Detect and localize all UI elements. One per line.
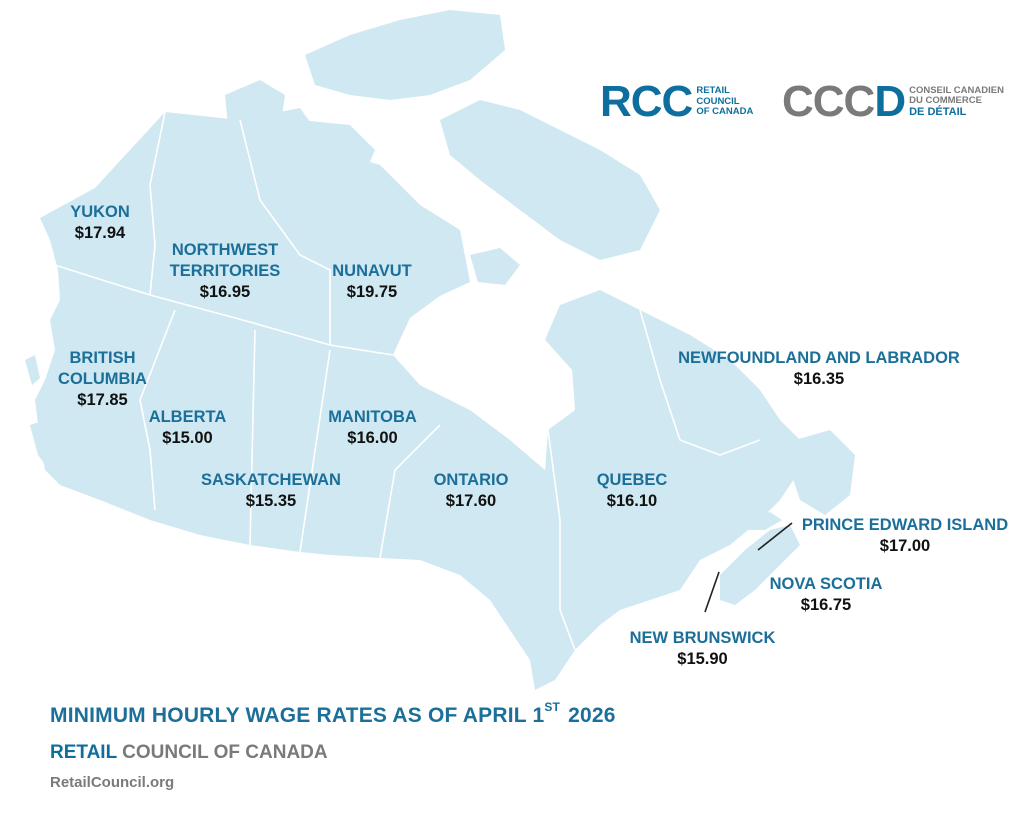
- cccd-logo-mark: CCCD: [782, 77, 906, 126]
- label-nwt: NORTHWEST TERRITORIES $16.95: [169, 241, 281, 301]
- organization-name: RETAIL COUNCIL OF CANADA: [50, 742, 328, 763]
- landmass: [25, 10, 855, 690]
- border-quebec-labrador: [639, 309, 761, 456]
- border-nwt-nunavut: [239, 119, 331, 345]
- baffin-island: [440, 100, 660, 260]
- border-ontario-quebec: [547, 429, 576, 651]
- page-title: MINIMUM HOURLY WAGE RATES AS OF APRIL 1S…: [50, 700, 616, 727]
- southampton-island: [470, 248, 520, 285]
- border-manitoba-ontario: [379, 424, 441, 559]
- website-link[interactable]: RetailCouncil.org: [50, 774, 175, 791]
- banks-island: [225, 80, 285, 140]
- hudson-bay: [393, 282, 575, 470]
- border-sask-manitoba: [299, 349, 331, 553]
- cccd-logo-text: CONSEIL CANADIEN DU COMMERCE DE DÉTAIL: [909, 84, 1004, 118]
- label-ontario: ONTARIO $17.60: [433, 471, 509, 510]
- cccd-logo: CCCD CONSEIL CANADIEN DU COMMERCE DE DÉTAIL: [782, 80, 1004, 124]
- nb-leader-line: [704, 571, 720, 613]
- label-yukon: YUKON $17.94: [70, 203, 130, 242]
- border-bc-alberta: [139, 309, 176, 511]
- rcc-logo: RCC RETAIL COUNCIL OF CANADA: [600, 80, 753, 124]
- rcc-logo-mark: RCC: [600, 77, 693, 126]
- border-yukon-nwt: [149, 111, 166, 296]
- ellesmere-island: [420, 20, 470, 65]
- nova-scotia: [720, 525, 800, 605]
- label-quebec: QUEBEC $16.10: [596, 471, 668, 510]
- label-newfoundland-labrador: NEWFOUNDLAND AND LABRADOR $16.35: [678, 349, 960, 388]
- queen-elizabeth-islands: [305, 10, 505, 100]
- pei-leader-line: [757, 522, 793, 551]
- pei-island: [740, 512, 782, 530]
- label-nova-scotia: NOVA SCOTIA $16.75: [769, 575, 883, 614]
- label-alberta: ALBERTA $15.00: [148, 408, 227, 447]
- border-alberta-sask: [249, 329, 256, 546]
- newfoundland-island: [790, 430, 855, 515]
- label-manitoba: MANITOBA $16.00: [328, 408, 417, 447]
- label-new-brunswick: NEW BRUNSWICK $15.90: [629, 629, 776, 668]
- mainland: [35, 108, 800, 690]
- borders: [44, 111, 761, 651]
- leader-lines: [704, 522, 793, 613]
- label-saskatchewan: SASKATCHEWAN $15.35: [201, 471, 341, 510]
- victoria-island: [260, 120, 375, 195]
- label-pei: PRINCE EDWARD ISLAND $17.00: [801, 516, 1009, 555]
- rcc-logo-text: RETAIL COUNCIL OF CANADA: [696, 85, 754, 118]
- label-nunavut: NUNAVUT $19.75: [332, 262, 412, 301]
- border-60th-parallel: [44, 261, 394, 356]
- haida-gwaii: [25, 355, 40, 385]
- label-bc: BRITISH COLUMBIA $17.85: [58, 349, 147, 409]
- vancouver-island: [30, 420, 70, 478]
